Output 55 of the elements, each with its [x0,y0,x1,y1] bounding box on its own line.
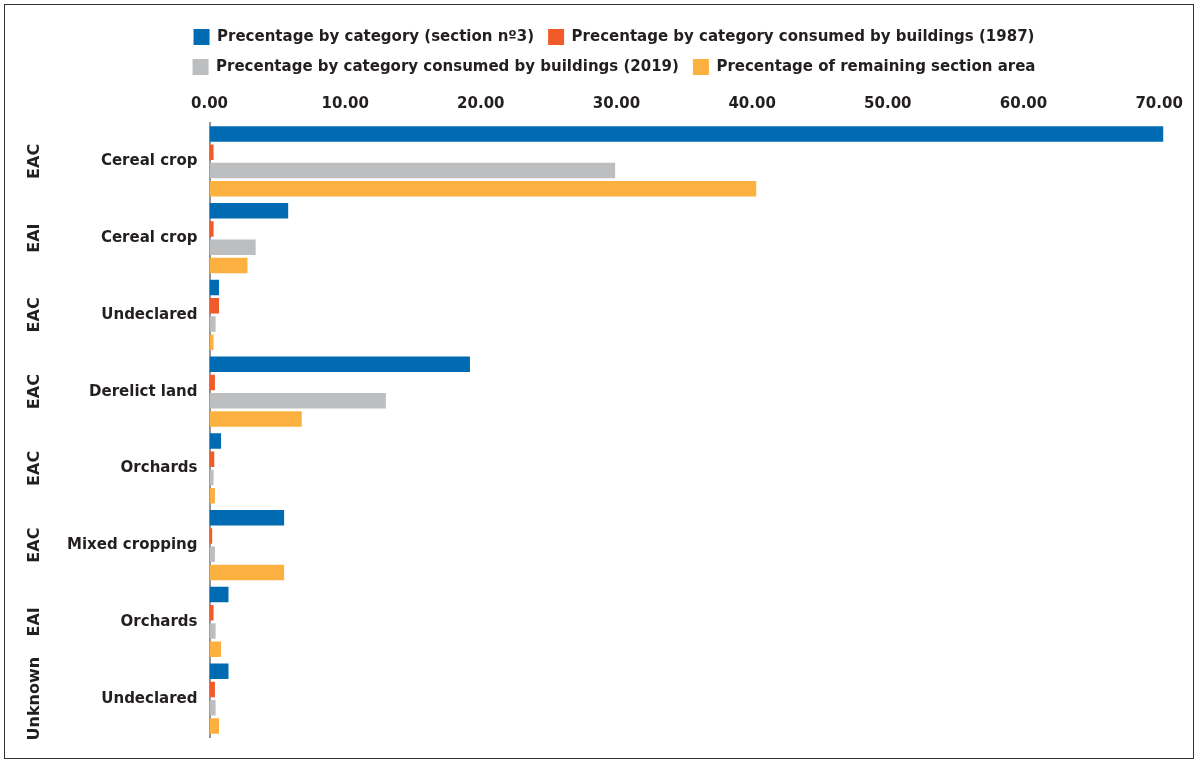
text: EAC [24,374,44,410]
bar [209,257,248,274]
bar [209,433,222,449]
bar [209,469,214,486]
bar [209,641,222,657]
legend-label: Precentage by category consumed by buildings (2019) [216,56,679,75]
bar [209,221,214,237]
bar [209,564,285,581]
bar [209,316,216,332]
bar [209,356,470,373]
text: Unknown [24,656,44,741]
y-tick-label: Orchards [120,458,198,477]
x-tick-label: 10.00 [321,93,369,112]
bar [209,144,214,161]
bar [209,546,215,562]
legend-label: Precentage by category consumed by buildings (1987) [571,26,1035,45]
text: EAI [24,223,44,253]
x-tick-label: 70.00 [1135,93,1183,112]
y-tick-label: Undeclared [101,688,198,707]
bar [209,605,214,621]
text: EAC [24,527,44,563]
bar [209,334,214,350]
y-tick-label: Undeclared [101,304,198,323]
y-tick-label: Orchards [120,611,198,630]
legend-label: Precentage of remaining section area [716,56,1036,75]
bar [209,203,289,219]
text: EAI [24,607,44,637]
bar [209,298,219,314]
bar [209,718,219,734]
text: EAC [24,297,44,333]
bar [209,392,386,409]
bar [209,699,216,716]
bar [209,162,616,179]
bar [209,623,216,639]
x-tick-label: 40.00 [728,93,776,112]
bar [209,586,229,603]
x-tick-label: 50.00 [864,93,912,112]
y-tick-label: Mixed cropping [66,535,198,554]
y-tick-label: Cereal crop [100,151,198,170]
x-tick-label: 20.00 [457,93,505,112]
text: EAC [24,143,44,179]
bar [209,663,229,680]
text: EAC [24,450,44,486]
legend-label: Precentage by category (section nº3) [217,26,535,45]
bar [209,126,1164,142]
bar [209,239,256,255]
x-tick-label: 60.00 [999,93,1048,112]
x-tick-label: 30.00 [592,93,641,112]
bar [209,180,757,197]
bar [209,411,302,427]
y-tick-label: Derelict land [89,381,198,400]
bar [209,279,219,296]
y-tick-label: Cereal crop [100,228,198,247]
bar [209,510,285,526]
x-tick-label: 0.00 [191,93,229,112]
